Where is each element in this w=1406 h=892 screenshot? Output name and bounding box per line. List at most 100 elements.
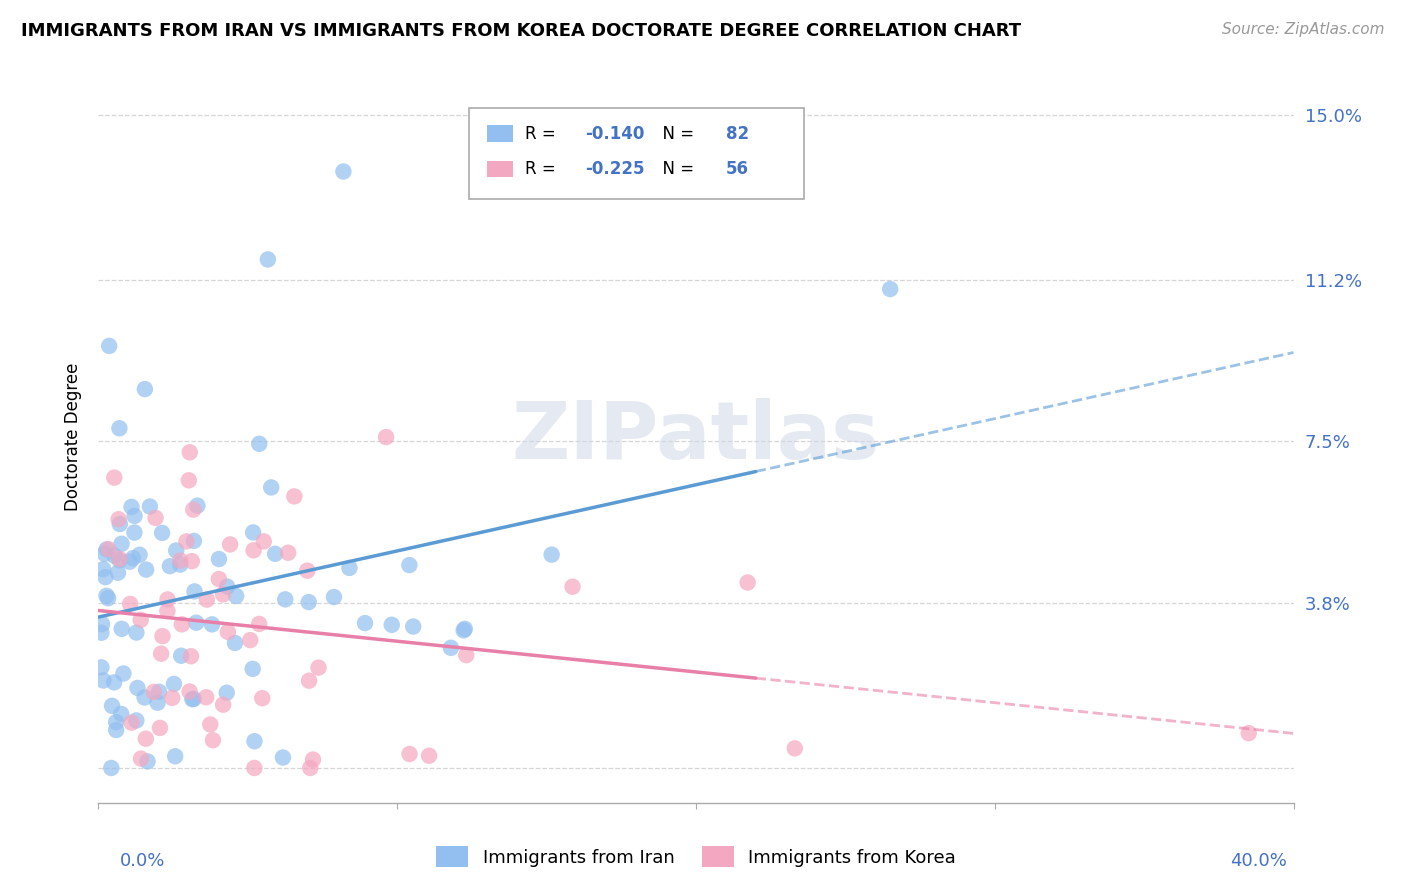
Point xyxy=(212,587,235,601)
FancyBboxPatch shape xyxy=(470,108,804,200)
Point xyxy=(146,696,169,710)
Point xyxy=(195,592,218,607)
Point xyxy=(252,691,274,706)
Point xyxy=(381,617,404,632)
Point xyxy=(156,592,179,607)
Point xyxy=(180,554,202,568)
Text: R =: R = xyxy=(524,160,561,178)
Point xyxy=(169,553,191,567)
Point xyxy=(298,595,321,609)
Point xyxy=(105,723,128,737)
Point xyxy=(208,552,231,566)
Point xyxy=(186,615,208,630)
Point xyxy=(201,617,224,632)
Point xyxy=(90,660,112,674)
Point xyxy=(299,761,322,775)
Point xyxy=(181,692,204,706)
Point xyxy=(540,548,562,562)
Point xyxy=(93,547,115,561)
Point xyxy=(298,673,321,688)
Point xyxy=(253,534,276,549)
Point xyxy=(217,580,239,594)
Point xyxy=(129,613,152,627)
Point xyxy=(105,715,128,730)
Text: 40.0%: 40.0% xyxy=(1230,852,1286,870)
Point xyxy=(225,589,247,603)
Point xyxy=(148,685,170,699)
Point xyxy=(159,559,181,574)
Point xyxy=(134,690,156,705)
Point xyxy=(118,555,141,569)
Text: Source: ZipAtlas.com: Source: ZipAtlas.com xyxy=(1222,22,1385,37)
Text: 82: 82 xyxy=(725,125,749,143)
Point xyxy=(110,537,132,551)
Point xyxy=(440,640,463,655)
Point xyxy=(107,512,129,526)
Point xyxy=(90,625,112,640)
Point xyxy=(107,566,129,580)
Point xyxy=(134,382,156,396)
Point xyxy=(129,751,152,765)
Text: R =: R = xyxy=(524,125,561,143)
Point xyxy=(283,490,305,504)
Point xyxy=(215,686,238,700)
Point xyxy=(217,624,239,639)
Point xyxy=(260,480,283,494)
Point xyxy=(96,589,118,603)
Point xyxy=(208,572,231,586)
Text: 0.0%: 0.0% xyxy=(120,852,165,870)
Point xyxy=(297,564,319,578)
Point xyxy=(277,546,299,560)
Point xyxy=(271,750,294,764)
Point xyxy=(94,570,117,584)
Point xyxy=(121,715,143,730)
Point xyxy=(308,660,330,674)
Point xyxy=(112,666,135,681)
Point xyxy=(103,470,125,484)
Point xyxy=(177,473,200,487)
Point xyxy=(136,755,159,769)
Point xyxy=(247,437,270,451)
Point xyxy=(110,706,132,721)
Point xyxy=(242,662,264,676)
Point xyxy=(243,734,266,748)
Point xyxy=(103,549,125,563)
Point xyxy=(156,604,179,618)
Point xyxy=(120,597,142,611)
Point xyxy=(354,616,377,631)
Point xyxy=(183,584,205,599)
Point xyxy=(242,525,264,540)
Point xyxy=(150,647,173,661)
Point xyxy=(122,551,145,566)
Point xyxy=(149,721,172,735)
Point xyxy=(124,508,146,523)
Point xyxy=(160,690,183,705)
Point xyxy=(176,534,198,549)
Point xyxy=(257,252,280,267)
Text: -0.225: -0.225 xyxy=(585,160,644,178)
Point xyxy=(398,747,420,761)
Point xyxy=(243,761,266,775)
Point xyxy=(128,548,150,562)
Point xyxy=(179,445,201,459)
Point xyxy=(453,624,475,638)
Point xyxy=(561,580,583,594)
Point xyxy=(201,733,224,747)
Point xyxy=(169,558,191,572)
Point xyxy=(242,543,264,558)
Point xyxy=(125,625,148,640)
Legend: Immigrants from Iran, Immigrants from Korea: Immigrants from Iran, Immigrants from Ko… xyxy=(429,839,963,874)
Point xyxy=(183,691,205,706)
Text: -0.140: -0.140 xyxy=(585,125,644,143)
Point xyxy=(264,547,287,561)
Text: ZIPatlas: ZIPatlas xyxy=(512,398,880,476)
Point xyxy=(98,339,121,353)
Text: N =: N = xyxy=(652,125,699,143)
Point xyxy=(783,741,806,756)
Point xyxy=(879,282,901,296)
Point xyxy=(101,698,124,713)
Point xyxy=(108,552,131,566)
Point xyxy=(125,714,148,728)
Point xyxy=(302,753,325,767)
Point xyxy=(108,553,131,567)
